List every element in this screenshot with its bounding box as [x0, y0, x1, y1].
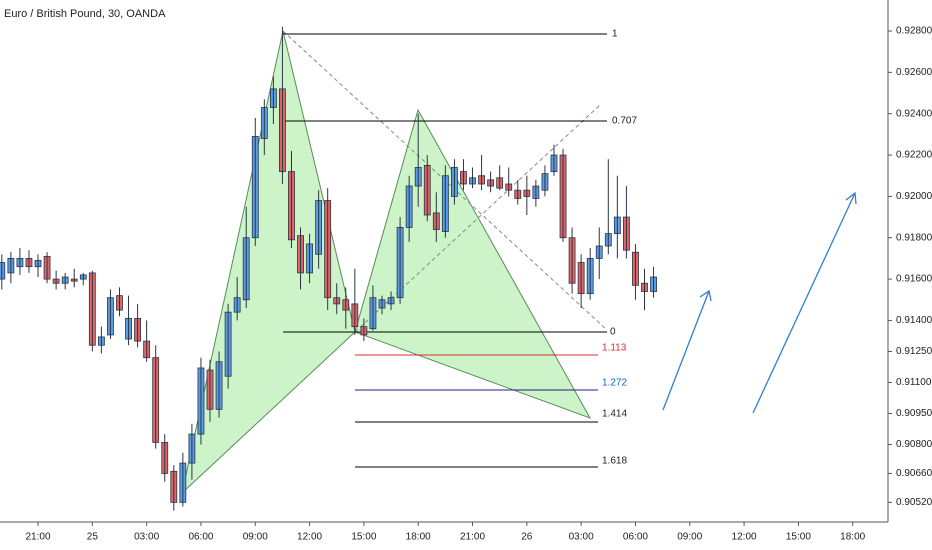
- y-tick-label: 0.91400: [896, 315, 932, 326]
- fib-label: 1.113: [602, 343, 627, 354]
- harmonic-pattern: 1 0.707 0 1.113 1.272 1.414 1.618: [181, 29, 637, 495]
- arrow-head: [699, 289, 712, 302]
- candle-body: [0, 262, 6, 280]
- x-tick-label: 09:00: [677, 532, 702, 543]
- arrow: [662, 290, 710, 411]
- fib-label: 0.707: [612, 116, 637, 127]
- y-tick-label: 0.92200: [896, 150, 932, 161]
- y-tick-label: 0.90660: [896, 468, 932, 479]
- chart-title: Euro / British Pound, 30, OANDA: [4, 8, 166, 20]
- arrow-head: [845, 191, 857, 205]
- pattern-xab: [181, 30, 356, 495]
- fib-label: 1.618: [602, 456, 627, 467]
- y-tick-label: 0.91250: [896, 346, 932, 357]
- x-tick-label: 18:00: [406, 532, 431, 543]
- y-tick-label: 0.92400: [896, 108, 932, 119]
- x-tick-label: 15:00: [351, 532, 376, 543]
- y-tick-label: 0.90520: [896, 497, 932, 508]
- x-tick-label: 03:00: [569, 532, 594, 543]
- x-tick-label: 12:00: [297, 532, 322, 543]
- x-tick-label: 12:00: [732, 532, 757, 543]
- x-tick-label: 06:00: [188, 532, 213, 543]
- y-tick-label: 0.91800: [896, 232, 932, 243]
- y-tick-label: 0.91600: [896, 274, 932, 285]
- fib-label: 1.414: [602, 409, 627, 420]
- pattern-bcd: [354, 108, 592, 419]
- x-tick-label: 06:00: [623, 532, 648, 543]
- y-tick-label: 0.92000: [896, 191, 932, 202]
- x-tick-label: 21:00: [460, 532, 485, 543]
- x-tick-label: 21:00: [26, 532, 51, 543]
- x-tick-label: 03:00: [134, 532, 159, 543]
- x-tick-label: 25: [87, 532, 99, 543]
- fib-label: 1: [612, 29, 618, 40]
- fib-label: 1.272: [602, 378, 627, 389]
- x-tick-label: 18:00: [840, 532, 865, 543]
- arrow: [752, 192, 856, 414]
- x-tick-label: 15:00: [786, 532, 811, 543]
- y-tick-label: 0.90800: [896, 439, 932, 450]
- y-tick-label: 0.92800: [896, 26, 932, 37]
- fib-label: 0: [610, 327, 616, 338]
- x-tick-label: 09:00: [243, 532, 268, 543]
- y-tick-label: 0.92600: [896, 67, 932, 78]
- y-tick-label: 0.91100: [896, 377, 932, 388]
- x-tick-label: 26: [521, 532, 533, 543]
- y-tick-label: 0.90950: [896, 408, 932, 419]
- arrows: [662, 191, 857, 414]
